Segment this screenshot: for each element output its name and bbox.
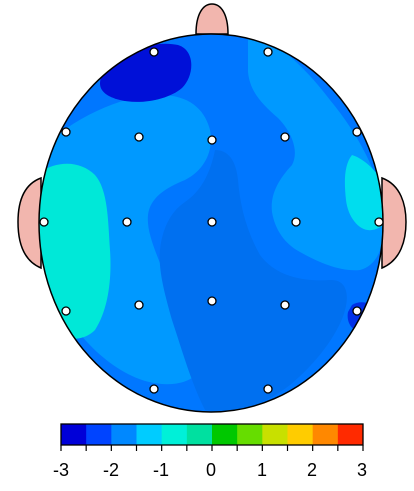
electrode-pz: [207, 296, 217, 306]
colorbar-segment: [161, 424, 188, 445]
electrode-cz: [207, 217, 217, 227]
electrode-fz: [207, 135, 217, 145]
nose-shape: [195, 3, 229, 35]
colorbar: [61, 424, 364, 445]
colorbar-tick-label: -1: [153, 460, 169, 480]
electrode-f8: [352, 127, 362, 137]
electrode-f3: [134, 132, 144, 142]
electrode-t4: [374, 217, 384, 227]
electrode-group: [39, 47, 384, 394]
contour-left-cyan: [39, 163, 111, 339]
colorbar-tick-label: 3: [357, 460, 367, 480]
colorbar-tick-label: 0: [206, 460, 216, 480]
colorbar-segment: [61, 424, 87, 445]
colorbar-segment: [136, 424, 163, 445]
colorbar-segment: [237, 424, 263, 445]
colorbar-ticks: [60, 445, 364, 451]
colorbar-segment: [312, 424, 339, 445]
electrode-t3: [39, 217, 49, 227]
electrode-fp1: [149, 47, 159, 57]
colorbar-tick-label: 2: [307, 460, 317, 480]
contour-right-cyan: [344, 155, 383, 231]
colorbar-segment: [287, 424, 314, 445]
colorbar-segment: [86, 424, 112, 445]
contour-dark-spot-right: [347, 302, 377, 332]
colorbar-segment: [262, 424, 288, 445]
electrode-c4: [291, 217, 301, 227]
electrode-c3: [122, 217, 132, 227]
right-ear-shape: [381, 176, 407, 270]
colorbar-tick-label: -2: [103, 460, 119, 480]
colorbar-segment: [111, 424, 137, 445]
electrode-fp2: [263, 47, 273, 57]
electrode-f4: [280, 132, 290, 142]
electrode-o2: [263, 384, 273, 394]
left-ear-shape: [17, 176, 42, 270]
electrode-t5: [61, 306, 71, 316]
electrode-o1: [149, 384, 159, 394]
colorbar-segment: [337, 424, 364, 445]
electrode-t6: [352, 306, 362, 316]
colorbar-tick-label: -3: [53, 460, 69, 480]
colorbar-segment: [186, 424, 213, 445]
contour-central-channel: [159, 150, 347, 412]
colorbar-segment: [212, 424, 238, 445]
electrode-p3: [134, 300, 144, 310]
colorbar-tick-label: 1: [257, 460, 267, 480]
electrode-f7: [61, 127, 71, 137]
electrode-p4: [280, 300, 290, 310]
